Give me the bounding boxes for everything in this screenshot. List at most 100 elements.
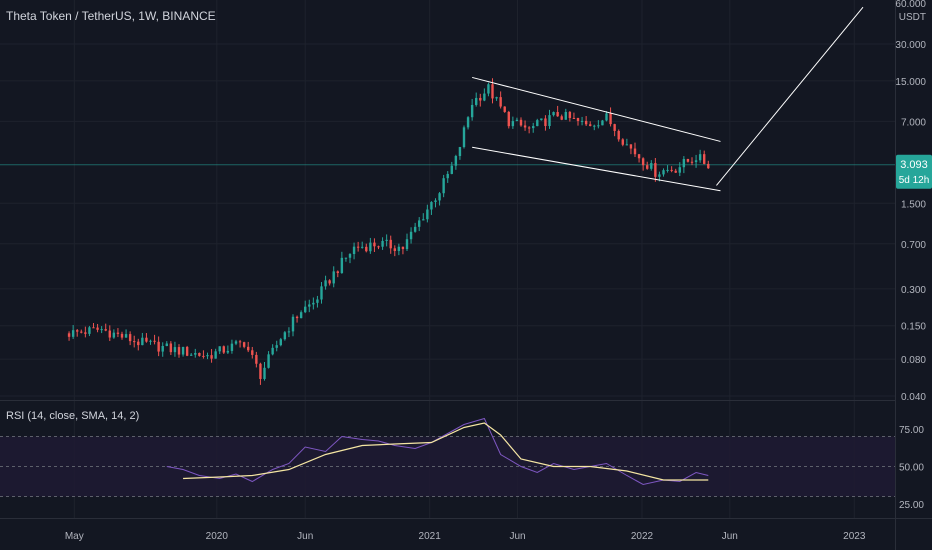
candle-body — [450, 165, 453, 174]
candle-body — [84, 332, 87, 334]
candle-body — [413, 226, 417, 232]
candle-body — [536, 120, 539, 127]
candle-body — [442, 178, 445, 194]
candle-body — [698, 154, 702, 161]
candle-body — [552, 112, 555, 116]
candle-body — [666, 169, 669, 171]
time-tick-label: 2022 — [631, 531, 654, 542]
candle-body — [483, 93, 486, 101]
candle-body — [120, 333, 124, 338]
candle-body — [405, 239, 409, 250]
candle-body — [479, 97, 482, 101]
channel-upper-line[interactable] — [472, 76, 721, 142]
candle-body — [165, 343, 168, 346]
candle-body — [523, 125, 527, 128]
candle-body — [198, 353, 201, 356]
candle-body — [348, 254, 352, 258]
candle-body — [658, 174, 661, 177]
candle-body — [299, 312, 303, 319]
projection-line[interactable] — [716, 6, 864, 186]
candle-body — [466, 117, 470, 128]
candle-body — [67, 333, 71, 337]
channel-lower-line[interactable] — [472, 146, 721, 192]
candle-body — [572, 117, 576, 119]
candle-body — [320, 286, 323, 300]
candle-body — [128, 334, 132, 342]
candle-body — [361, 246, 364, 248]
time-tick-label: 2020 — [206, 531, 229, 542]
candle-body — [340, 257, 344, 274]
candle-body — [438, 193, 441, 201]
price-axis[interactable]: 30.000 15.000 7.000 1.500 0.700 0.300 0.150 0.0… — [895, 40, 926, 403]
candle-body — [251, 350, 254, 355]
price-unit-label[interactable]: USDT — [899, 12, 926, 23]
candle-body — [352, 246, 356, 255]
candle-body — [271, 347, 274, 355]
candle-body — [259, 363, 262, 379]
candle-body — [609, 113, 612, 125]
candle-body — [356, 246, 360, 248]
candle-body — [181, 346, 185, 355]
candle-body — [283, 332, 287, 340]
price-tick-label: 0.700 — [901, 240, 926, 251]
candle-body — [230, 343, 234, 351]
rsi-tick-label: 50.00 — [899, 463, 924, 474]
candle-body — [629, 144, 633, 149]
candle-body — [674, 170, 677, 173]
candle-body — [104, 329, 107, 331]
candle-body — [157, 341, 160, 352]
candle-body — [454, 156, 458, 166]
candle-body — [80, 331, 83, 333]
rsi-axis[interactable]: 75.00 50.00 25.00 — [899, 425, 924, 511]
candle-body — [593, 125, 596, 127]
symbol-title[interactable]: Theta Token / TetherUS, 1W, BINANCE — [6, 9, 216, 23]
candle-body — [503, 106, 506, 112]
candle-body — [544, 118, 547, 127]
current-price-label[interactable]: 3.093 5d 12h — [896, 154, 932, 189]
candle-body — [141, 337, 144, 346]
candlestick-series — [67, 78, 710, 385]
rsi-title[interactable]: RSI (14, close, SMA, 14, 2) — [6, 410, 139, 422]
candle-body — [605, 113, 608, 121]
candle-body — [116, 332, 120, 334]
candle-body — [324, 280, 327, 287]
candle-body — [462, 127, 466, 148]
rsi-series — [166, 417, 709, 486]
candle-body — [226, 350, 230, 353]
candle-body — [662, 170, 665, 175]
candle-body — [336, 271, 339, 274]
time-axis[interactable]: May2020Jun2021Jun2022Jun2023Jun — [65, 531, 932, 542]
candle-body — [291, 316, 295, 332]
candle-body — [88, 327, 91, 334]
candle-body — [446, 173, 449, 179]
candle-body — [124, 334, 128, 338]
candle-body — [633, 148, 637, 155]
candle-body — [202, 355, 205, 357]
candle-body — [646, 165, 649, 169]
candle-body — [108, 330, 111, 338]
rsi-line — [166, 417, 709, 486]
candle-body — [686, 158, 690, 162]
candle-body — [153, 340, 156, 342]
candle-body — [177, 347, 181, 355]
candle-body — [295, 316, 299, 319]
candle-body — [401, 246, 405, 250]
candle-body — [491, 84, 494, 99]
price-tick-label: 1.500 — [901, 199, 926, 210]
candle-body — [589, 124, 592, 126]
candle-body — [507, 111, 510, 127]
candle-body — [556, 112, 559, 117]
price-tick-label: 7.000 — [901, 117, 926, 128]
candle-body — [173, 347, 177, 353]
candle-body — [568, 111, 572, 118]
candle-body — [540, 118, 543, 121]
candle-body — [328, 280, 331, 284]
trend-drawings[interactable] — [472, 6, 864, 192]
candle-body — [332, 271, 335, 284]
candle-body — [76, 330, 79, 332]
candle-body — [641, 158, 645, 166]
candle-body — [373, 242, 376, 247]
candle-body — [194, 353, 197, 355]
time-tick-label: Jun — [722, 531, 738, 542]
